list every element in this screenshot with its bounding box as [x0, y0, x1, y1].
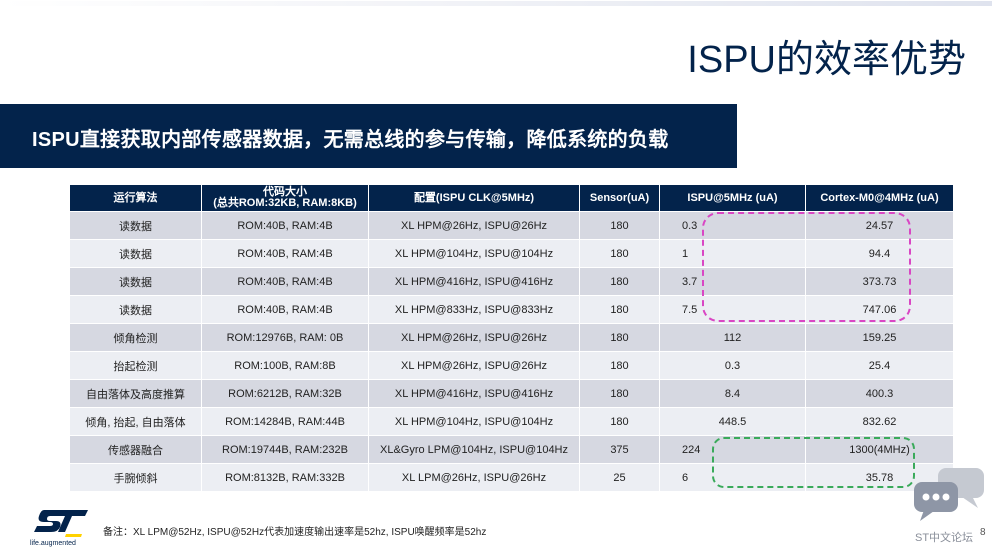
- cell-ispu: 0.3: [659, 211, 806, 240]
- header-code-size-label: 代码大小: [263, 186, 307, 198]
- cell-algorithm: 自由落体及高度推算: [69, 379, 202, 408]
- table-row: 读数据 ROM:40B, RAM:4B XL HPM@833Hz, ISPU@8…: [69, 295, 954, 324]
- cell-algorithm: 传感器融合: [69, 435, 202, 464]
- cell-ispu: 224: [659, 435, 806, 464]
- table-row: 自由落体及高度推算 ROM:6212B, RAM:32B XL HPM@416H…: [69, 379, 954, 408]
- cell-code-size: ROM:40B, RAM:4B: [201, 211, 369, 240]
- cell-algorithm: 倾角, 抬起, 自由落体: [69, 407, 202, 436]
- cell-sensor: 180: [579, 407, 660, 436]
- headline-text: ISPU直接获取内部传感器数据，无需总线的参与传输，降低系统的负载: [32, 129, 669, 151]
- cell-cortex: 373.73: [805, 267, 954, 296]
- cell-algorithm: 读数据: [69, 295, 202, 324]
- cell-algorithm: 抬起检测: [69, 351, 202, 380]
- cell-code-size: ROM:40B, RAM:4B: [201, 295, 369, 324]
- table-header-row: 运行算法 代码大小 (总共ROM:32KB, RAM:8KB) 配置(ISPU …: [69, 184, 954, 212]
- cell-cortex: 24.57: [805, 211, 954, 240]
- header-cortex: Cortex-M0@4MHz (uA): [805, 184, 954, 212]
- cell-algorithm: 倾角检测: [69, 323, 202, 352]
- cell-config: XL HPM@104Hz, ISPU@104Hz: [368, 239, 580, 268]
- header-code-size: 代码大小 (总共ROM:32KB, RAM:8KB): [201, 184, 369, 212]
- cell-config: XL HPM@26Hz, ISPU@26Hz: [368, 323, 580, 352]
- cell-sensor: 180: [579, 295, 660, 324]
- table-row: 倾角检测 ROM:12976B, RAM: 0B XL HPM@26Hz, IS…: [69, 323, 954, 352]
- cell-config: XL HPM@26Hz, ISPU@26Hz: [368, 351, 580, 380]
- cell-code-size: ROM:40B, RAM:4B: [201, 239, 369, 268]
- cell-ispu: 8.4: [659, 379, 806, 408]
- cell-sensor: 180: [579, 267, 660, 296]
- cell-code-size: ROM:19744B, RAM:232B: [201, 435, 369, 464]
- table-row: 读数据 ROM:40B, RAM:4B XL HPM@416Hz, ISPU@4…: [69, 267, 954, 296]
- table-row: 倾角, 抬起, 自由落体 ROM:14284B, RAM:44B XL HPM@…: [69, 407, 954, 436]
- cell-sensor: 180: [579, 211, 660, 240]
- table-row: 读数据 ROM:40B, RAM:4B XL HPM@26Hz, ISPU@26…: [69, 211, 954, 240]
- forum-watermark: ST中文论坛: [915, 532, 974, 544]
- cell-sensor: 375: [579, 435, 660, 464]
- page-number: 8: [980, 527, 986, 538]
- cell-cortex: 159.25: [805, 323, 954, 352]
- cell-algorithm: 手腕倾斜: [69, 463, 202, 492]
- cell-cortex: 400.3: [805, 379, 954, 408]
- cell-code-size: ROM:12976B, RAM: 0B: [201, 323, 369, 352]
- cell-config: XL&Gyro LPM@104Hz, ISPU@104Hz: [368, 435, 580, 464]
- fusion-wrist-highlight: [712, 437, 915, 488]
- cell-code-size: ROM:8132B, RAM:332B: [201, 463, 369, 492]
- cell-cortex: 832.62: [805, 407, 954, 436]
- cell-algorithm: 读数据: [69, 267, 202, 296]
- header-config: 配置(ISPU CLK@5MHz): [368, 184, 580, 212]
- cell-ispu: 1: [659, 239, 806, 268]
- table-row: 传感器融合 ROM:19744B, RAM:232B XL&Gyro LPM@1…: [69, 435, 954, 464]
- header-code-size-total: (总共ROM:32KB, RAM:8KB): [213, 197, 357, 209]
- cell-algorithm: 读数据: [69, 239, 202, 268]
- cell-config: XL HPM@26Hz, ISPU@26Hz: [368, 211, 580, 240]
- logo-tagline: life.augmented: [30, 540, 76, 547]
- slide-title: ISPU的效率优势: [687, 39, 966, 81]
- cell-sensor: 180: [579, 351, 660, 380]
- cell-code-size: ROM:100B, RAM:8B: [201, 351, 369, 380]
- st-logo-icon: [34, 510, 88, 537]
- cell-ispu: 3.7: [659, 267, 806, 296]
- cell-code-size: ROM:6212B, RAM:32B: [201, 379, 369, 408]
- header-algorithm: 运行算法: [69, 184, 202, 212]
- cell-sensor: 180: [579, 239, 660, 268]
- efficiency-table: 运行算法 代码大小 (总共ROM:32KB, RAM:8KB) 配置(ISPU …: [69, 184, 954, 492]
- cell-sensor: 180: [579, 323, 660, 352]
- cell-cortex: 25.4: [805, 351, 954, 380]
- cell-config: XL HPM@416Hz, ISPU@416Hz: [368, 379, 580, 408]
- cell-code-size: ROM:40B, RAM:4B: [201, 267, 369, 296]
- cell-ispu: 112: [659, 323, 806, 352]
- cell-config: XL HPM@416Hz, ISPU@416Hz: [368, 267, 580, 296]
- cell-algorithm: 读数据: [69, 211, 202, 240]
- cell-sensor: 180: [579, 379, 660, 408]
- top-accent-line: [0, 1, 992, 6]
- cell-sensor: 25: [579, 463, 660, 492]
- footnote: 备注：XL LPM@52Hz, ISPU@52Hz代表加速度输出速率是52hz,…: [103, 527, 487, 538]
- cell-config: XL HPM@104Hz, ISPU@104Hz: [368, 407, 580, 436]
- table-row: 抬起检测 ROM:100B, RAM:8B XL HPM@26Hz, ISPU@…: [69, 351, 954, 380]
- header-sensor: Sensor(uA): [579, 184, 660, 212]
- cell-ispu: 448.5: [659, 407, 806, 436]
- cell-code-size: ROM:14284B, RAM:44B: [201, 407, 369, 436]
- cell-ispu: 0.3: [659, 351, 806, 380]
- chat-bubbles-icon: [914, 468, 984, 521]
- cell-config: XL HPM@833Hz, ISPU@833Hz: [368, 295, 580, 324]
- table-row: 读数据 ROM:40B, RAM:4B XL HPM@104Hz, ISPU@1…: [69, 239, 954, 268]
- cell-config: XL LPM@26Hz, ISPU@26Hz: [368, 463, 580, 492]
- header-ispu: ISPU@5MHz (uA): [659, 184, 806, 212]
- read-data-highlight: [702, 212, 911, 322]
- headline-banner: ISPU直接获取内部传感器数据，无需总线的参与传输，降低系统的负载: [0, 104, 737, 168]
